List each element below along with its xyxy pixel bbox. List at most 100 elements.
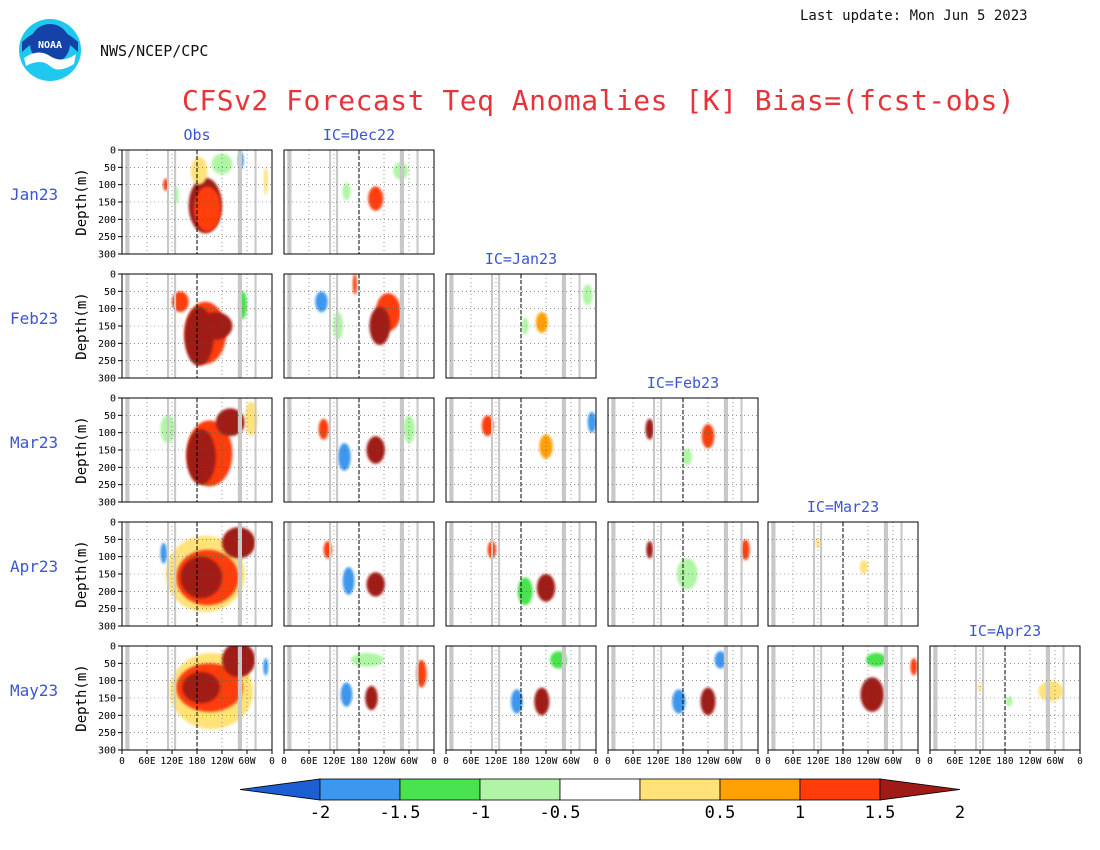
panel-frame (445, 521, 597, 627)
y-tick-label: 200 (98, 587, 116, 598)
anomaly-blob (244, 401, 258, 437)
land-mask (174, 646, 177, 750)
panel-Mar23-IC=Jan23 (445, 397, 597, 503)
anomaly-blob (587, 411, 596, 433)
land-mask (287, 150, 292, 254)
land-mask (498, 274, 501, 378)
land-mask (491, 646, 494, 750)
x-tick-label: 60W (884, 756, 901, 767)
panel-frame (283, 397, 435, 503)
land-mask (254, 398, 257, 502)
y-tick-label: 100 (98, 552, 116, 563)
land-mask (336, 274, 339, 378)
land-mask (611, 646, 616, 750)
land-mask (449, 522, 454, 626)
anomaly-blob (338, 443, 351, 471)
y-tick-label: 50 (104, 163, 116, 174)
land-mask (125, 274, 130, 378)
x-tick-label: 0 (765, 756, 771, 767)
y-axis-label: Depth(m) (74, 416, 90, 483)
land-mask (723, 646, 728, 750)
colorbar-tick-label: -1 (470, 803, 490, 823)
land-mask (125, 398, 130, 502)
x-tick-label: 180 (188, 756, 205, 767)
anomaly-blob (342, 567, 355, 595)
anomaly-blob (215, 408, 245, 437)
land-mask (399, 646, 404, 750)
land-mask (771, 522, 776, 626)
colorbar-swatch (239, 778, 321, 801)
panel-Apr23-IC=Dec22 (283, 521, 435, 627)
colorbar-tick-label: 0.5 (705, 803, 736, 823)
colorbar-swatch (639, 778, 721, 801)
anomaly-blob (510, 689, 523, 714)
x-tick-label: 0 (443, 756, 449, 767)
anomaly-blob (194, 186, 221, 232)
anomaly-blob (645, 418, 654, 440)
land-mask (883, 522, 888, 626)
land-mask (167, 398, 170, 502)
noaa-logo: NOAA (19, 19, 81, 81)
y-tick-label: 150 (98, 446, 116, 457)
land-mask (336, 646, 339, 750)
panel-frame (445, 273, 597, 379)
x-tick-label: 0 (119, 756, 125, 767)
y-axis-label: Depth(m) (74, 664, 90, 731)
panel-Jan23-IC=Dec22 (283, 149, 435, 255)
anomaly-blob (190, 156, 208, 185)
land-mask (329, 646, 332, 750)
anomaly-blob (366, 572, 385, 597)
land-mask (416, 150, 419, 254)
land-mask (653, 522, 656, 626)
x-tick-label: 0 (605, 756, 611, 767)
anomaly-blob (646, 541, 654, 559)
x-tick-label: 60E (624, 756, 641, 767)
land-mask (174, 398, 177, 502)
land-mask (125, 150, 130, 254)
anomaly-blob (534, 687, 550, 716)
x-tick-label: 180 (512, 756, 529, 767)
colorbar-tick-label: 1 (795, 803, 805, 823)
panel-frame (283, 521, 435, 627)
y-tick-label: 200 (98, 215, 116, 226)
anomaly-blob (369, 306, 391, 346)
y-tick-label: 0 (110, 146, 116, 157)
land-mask (336, 150, 339, 254)
land-mask (578, 274, 581, 378)
land-mask (578, 522, 581, 626)
x-tick-label: 120E (485, 756, 508, 767)
panel-May23-IC=Jan23: 0 60E 120E 180 120W 60W 0 (443, 645, 599, 767)
land-mask (167, 522, 170, 626)
colorbar-swatch (559, 778, 641, 801)
x-tick-label: 120E (969, 756, 992, 767)
anomaly-blob (672, 689, 686, 714)
panel-frame (767, 521, 919, 627)
y-tick-label: 300 (98, 374, 116, 385)
y-tick-label: 150 (98, 198, 116, 209)
land-mask (653, 398, 656, 502)
x-tick-label: 60W (400, 756, 417, 767)
land-mask (660, 522, 663, 626)
last-update: Last update: Mon Jun 5 2023 (800, 8, 1028, 24)
x-tick-label: 60W (562, 756, 579, 767)
land-mask (237, 274, 242, 378)
land-mask (399, 398, 404, 502)
row-label: Feb23 (10, 309, 58, 328)
colorbar-tick-label: -1.5 (380, 803, 421, 823)
panel-Jan23-Obs: 0 50 100 150 200 250 300 (98, 146, 273, 261)
anomaly-blob (365, 685, 378, 711)
land-mask (449, 274, 454, 378)
land-mask (399, 274, 404, 378)
anomaly-blob (182, 672, 220, 704)
land-mask (491, 522, 494, 626)
x-tick-label: 0 (755, 756, 761, 767)
land-mask (254, 274, 257, 378)
x-tick-label: 60W (1046, 756, 1063, 767)
land-mask (449, 398, 454, 502)
anomaly-blob (318, 418, 329, 440)
y-axis-label: Depth(m) (74, 292, 90, 359)
anomaly-blob (700, 687, 716, 716)
anomaly-blob (676, 558, 698, 590)
